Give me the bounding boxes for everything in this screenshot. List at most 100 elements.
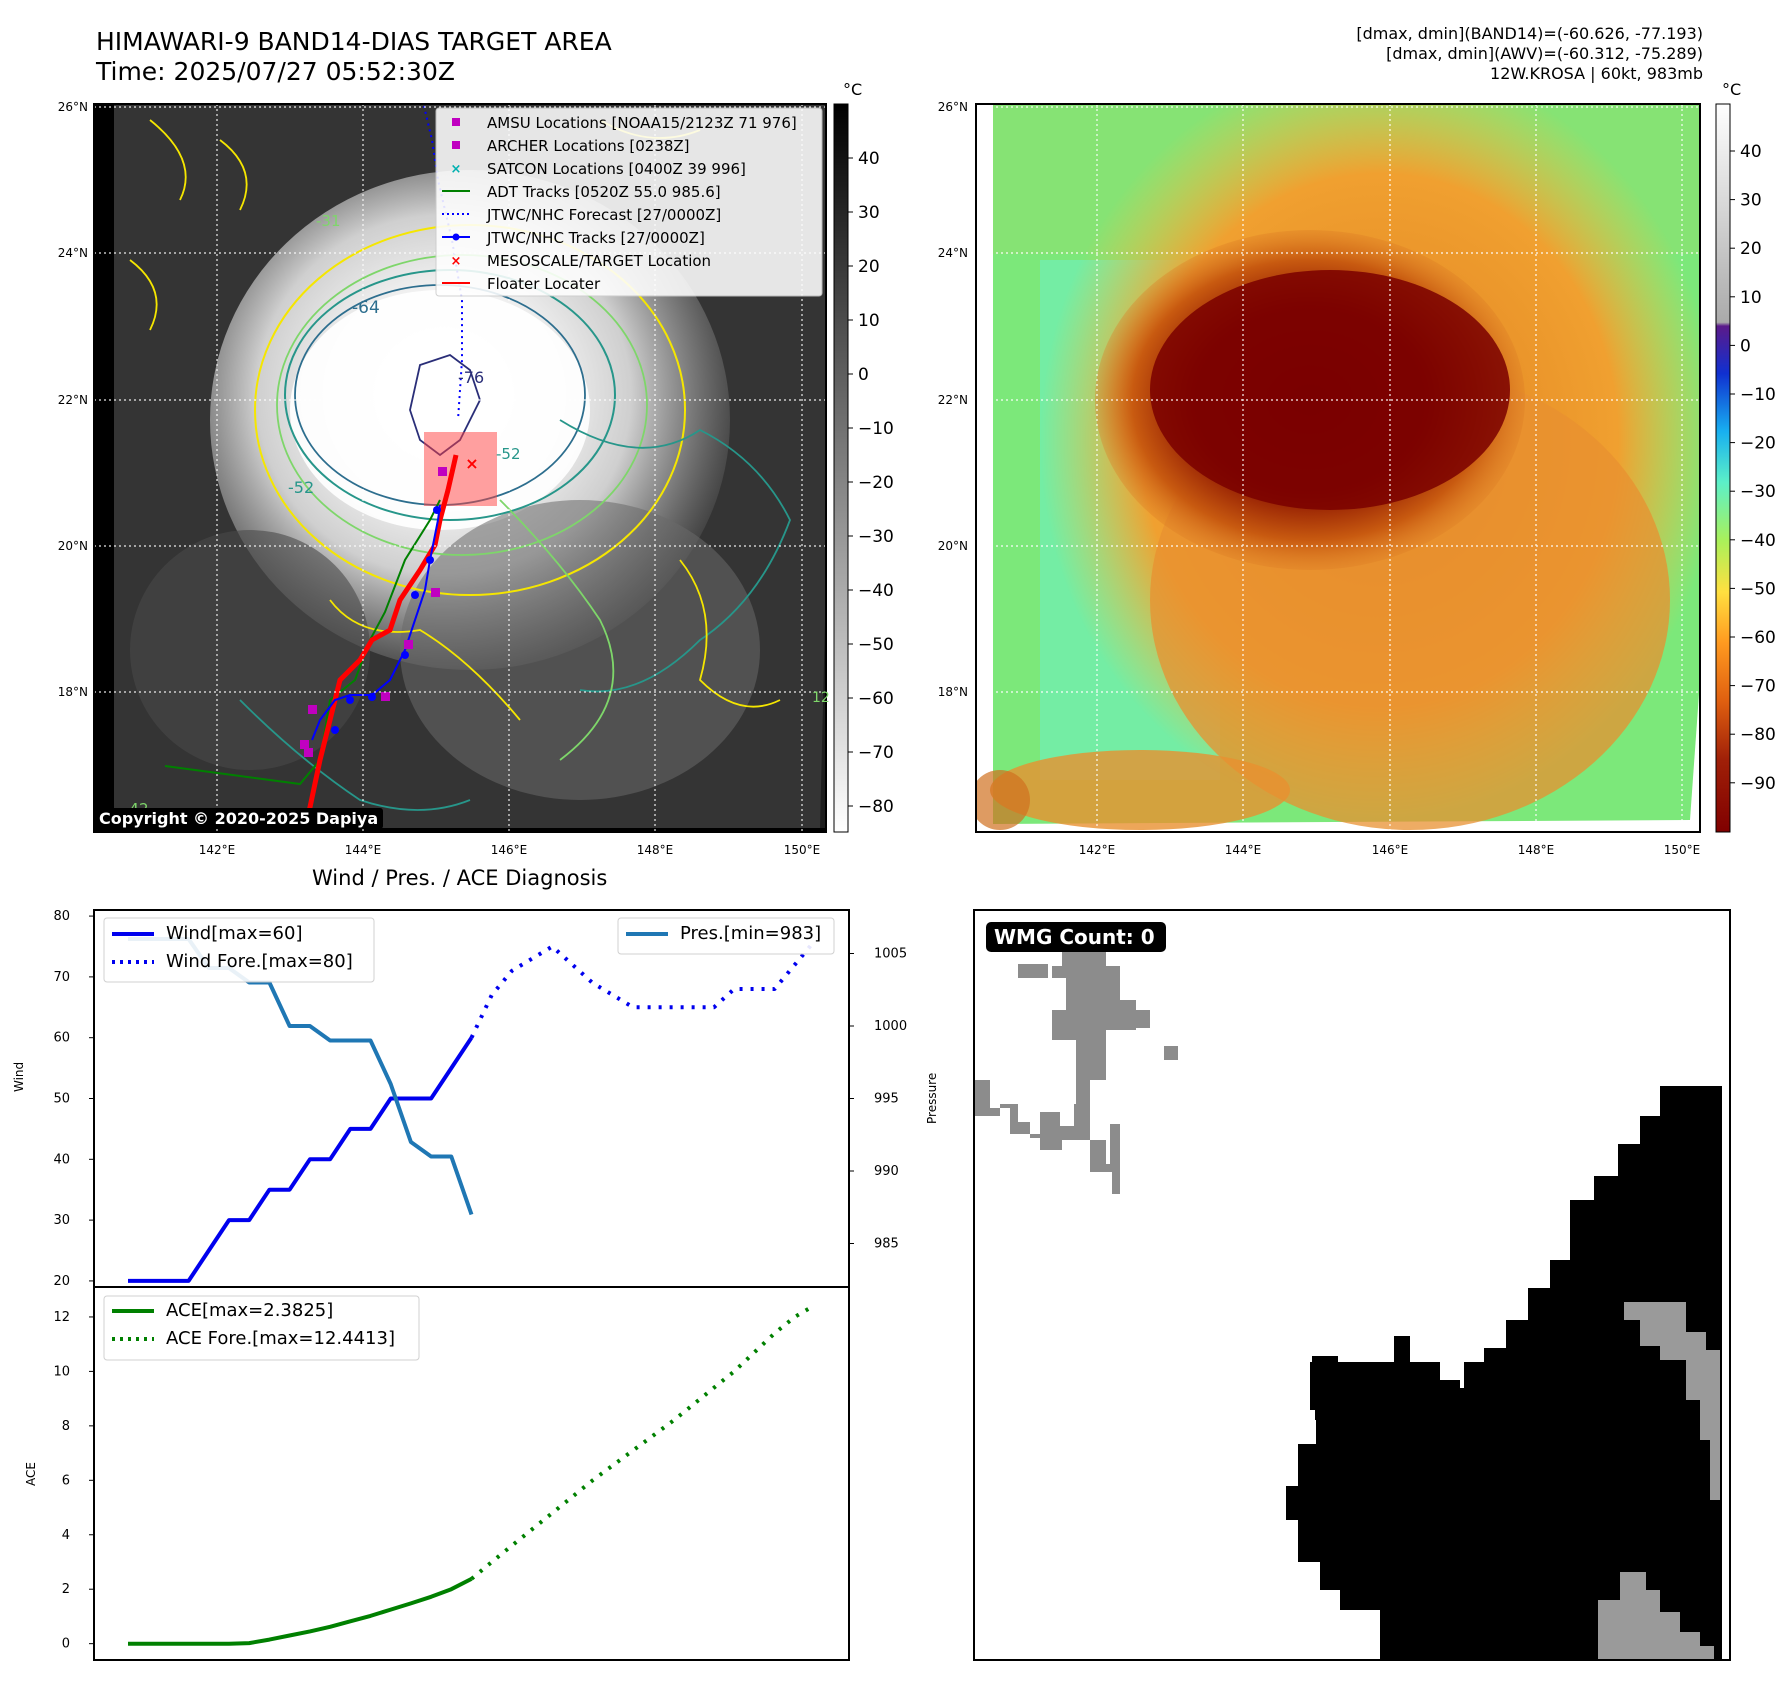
legend-amsu-marker — [452, 118, 460, 126]
colorbar-tick-label: −40 — [858, 581, 894, 601]
ace-legend — [103, 1295, 420, 1361]
contour-label: -52 — [496, 445, 521, 463]
wind-tick-label: 20 — [53, 1274, 70, 1289]
copyright-label: Copyright © 2020-2025 Dapiya — [94, 808, 384, 829]
wmg-black-region — [1286, 1086, 1722, 1660]
colorbar-tick-label: −40 — [1740, 531, 1776, 551]
chart-title: HIMAWARI-9 BAND14-DIAS TARGET AREA — [96, 27, 612, 56]
legend-target-marker: × — [451, 254, 462, 269]
contour-label: 12 — [812, 690, 830, 706]
ir-lon-tick-label: 146°E — [491, 843, 528, 857]
ace-legend-label: ACE[max=2.3825] — [166, 1300, 334, 1321]
colorbar-tick-label: 30 — [858, 203, 880, 223]
pres-legend-label: Pres.[min=983] — [680, 923, 822, 944]
colorbar-tick-label: −80 — [1740, 725, 1776, 745]
wv-lat-tick-label: 18°N — [938, 685, 968, 699]
wmg-gray-region-4 — [1598, 1572, 1714, 1660]
ace-tick-label: 0 — [62, 1637, 70, 1652]
target-marker: × — [465, 454, 478, 473]
legend-track-label: JTWC/NHC Tracks [27/0000Z] — [487, 229, 705, 247]
target-area-box — [424, 432, 497, 506]
colorbar-tick-label: −20 — [1740, 434, 1776, 454]
info-band14: [dmax, dmin](BAND14)=(-60.626, -77.193) — [1356, 24, 1703, 43]
wv-map-panel — [975, 103, 1701, 833]
wmg-panel — [973, 909, 1731, 1661]
colorbar-tick-label: 30 — [1740, 191, 1762, 211]
wind-ylabel: Wind — [12, 1061, 26, 1092]
legend-target-label: MESOSCALE/TARGET Location — [487, 252, 712, 270]
colorbar-tick-label: −30 — [858, 527, 894, 547]
colorbar-tick-label: 40 — [1740, 142, 1762, 162]
info-awv: [dmax, dmin](AWV)=(-60.312, -75.289) — [1386, 44, 1703, 63]
colorbar-tick-label: −60 — [1740, 628, 1776, 648]
wv-lon-tick-label: 148°E — [1518, 843, 1555, 857]
colorbar-tick-label: −50 — [1740, 579, 1776, 599]
colorbar-tick-label: 10 — [858, 311, 880, 331]
ir-lon-tick-label: 150°E — [784, 843, 821, 857]
wv-lon-tick-label: 150°E — [1664, 843, 1701, 857]
wmg-count-label: WMG Count: 0 — [994, 925, 1155, 949]
pressure-tick-label: 995 — [874, 1092, 899, 1107]
jtwc-track — [311, 504, 441, 741]
wind-tick-label: 80 — [53, 909, 70, 924]
ir-colorbar — [833, 103, 849, 833]
ace-tick-label: 12 — [53, 1310, 70, 1325]
pres-legend — [617, 917, 835, 955]
legend-floater-label: Floater Locater — [487, 275, 601, 293]
wind-fore-legend-label: Wind Fore.[max=80] — [166, 951, 353, 972]
pressure-tick-label: 1000 — [874, 1019, 907, 1034]
colorbar-tick-label: 0 — [1740, 336, 1751, 356]
chart-subtitle-time: Time: 2025/07/27 05:52:30Z — [96, 57, 455, 86]
wind-legend-label: Wind[max=60] — [166, 923, 303, 944]
pressure-tick-label: 1005 — [874, 947, 907, 962]
colorbar-tick-label: −90 — [1740, 774, 1776, 794]
wv-lat-tick-label: 24°N — [938, 246, 968, 260]
wind-tick-label: 40 — [53, 1152, 70, 1167]
map-tick-labels: 26°N 26°N 24°N 24°N 22°N 22°N 20°N 20°N 18°N 18°N… — [58, 100, 1701, 857]
ir-lon-tick-label: 144°E — [345, 843, 382, 857]
wv-lat-tick-label: 20°N — [938, 539, 968, 553]
colorbar-tick-label: −70 — [858, 743, 894, 763]
ace-tick-label: 2 — [62, 1582, 70, 1597]
contour-label: -64 — [352, 298, 380, 318]
ace-tick-label: 8 — [62, 1419, 70, 1434]
colorbar-tick-label: 40 — [858, 149, 880, 169]
ir-lat-tick-label: 24°N — [58, 246, 88, 260]
ir-lat-tick-label: 26°N — [58, 100, 88, 114]
series-line-wind-max- — [128, 1036, 474, 1283]
colorbar-tick-label: 10 — [1740, 288, 1762, 308]
wind-pressure-chart: 20 30 40 50 60 70 80 985 990 995 1000 1005 — [53, 909, 907, 1289]
floater-track — [303, 454, 459, 827]
wv-colorbar-unit: °C — [1722, 80, 1742, 99]
pressure-tick-label: 985 — [874, 1237, 899, 1252]
ace-tick-label: 10 — [53, 1364, 70, 1379]
ir-colorbar-unit: °C — [843, 80, 863, 99]
ace-tick-label: 6 — [62, 1473, 70, 1488]
colorbar-tick-label: −30 — [1740, 482, 1776, 502]
wv-colorbar-ticks: 40 30 20 10 0 −10 −20 −30 −40 −50 −60 −70 −80 −90 — [1730, 142, 1776, 794]
legend-satcon-label: SATCON Locations [0400Z 39 996] — [487, 160, 746, 178]
colorbar-tick-label: −80 — [858, 797, 894, 817]
colorbar-tick-label: −10 — [1740, 385, 1776, 405]
ir-lat-tick-label: 20°N — [58, 539, 88, 553]
colorbar-tick-label: −60 — [858, 689, 894, 709]
contour-label: -31 — [316, 212, 341, 230]
colorbar-tick-label: 20 — [858, 257, 880, 277]
ir-lon-tick-label: 142°E — [199, 843, 236, 857]
wind-legend — [103, 917, 375, 983]
diagnosis-title: Wind / Pres. / ACE Diagnosis — [312, 866, 608, 890]
ace-chart: 0 2 4 6 8 10 12 — [53, 1286, 850, 1661]
wv-lat-tick-label: 26°N — [938, 100, 968, 114]
legend-forecast-label: JTWC/NHC Forecast [27/0000Z] — [487, 206, 722, 224]
ir-lat-tick-label: 18°N — [58, 685, 88, 699]
colorbar-tick-label: −70 — [1740, 677, 1776, 697]
contour-label: -76 — [458, 368, 485, 387]
ir-lon-tick-label: 148°E — [637, 843, 674, 857]
colorbar-tick-label: 20 — [1740, 239, 1762, 259]
wind-tick-label: 30 — [53, 1213, 70, 1228]
pressure-tick-label: 990 — [874, 1164, 899, 1179]
ir-legend: × × — [435, 107, 823, 297]
info-storm: 12W.KROSA | 60kt, 983mb — [1490, 64, 1703, 83]
legend-archer-label: ARCHER Locations [0238Z] — [487, 137, 690, 155]
